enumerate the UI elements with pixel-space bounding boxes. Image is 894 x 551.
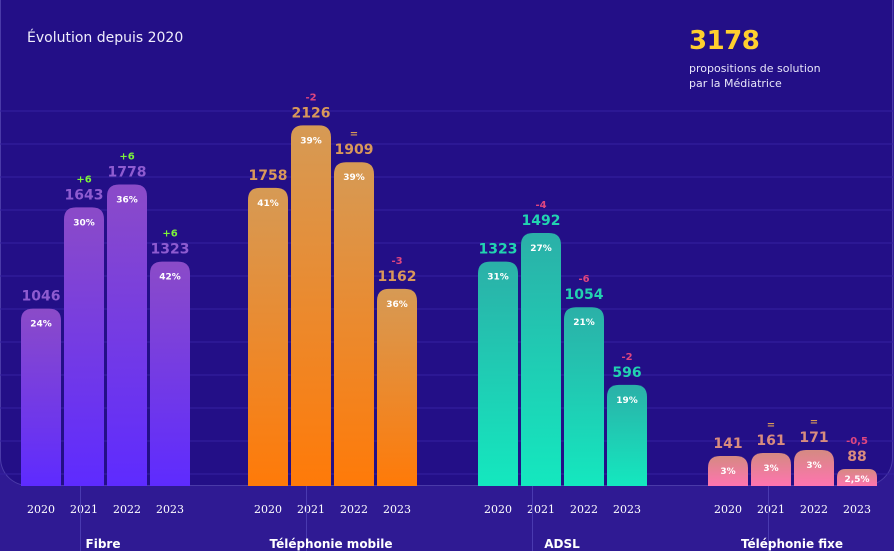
- change-label: =: [767, 420, 775, 431]
- bar: [21, 308, 61, 486]
- value-label: 2126: [292, 105, 331, 121]
- share-label: 30%: [73, 218, 95, 228]
- bar: [291, 125, 331, 487]
- share-label: 3%: [763, 464, 778, 474]
- value-label: 1758: [249, 168, 288, 184]
- year-tick-label: 2022: [340, 503, 368, 516]
- bar: [521, 232, 561, 486]
- value-label: 1162: [378, 269, 417, 285]
- kpi-value: 3178: [689, 26, 760, 56]
- bar: [107, 184, 147, 486]
- year-tick-label: 2020: [484, 503, 512, 516]
- bar: [607, 384, 647, 486]
- kpi-label: propositions de solution par la Médiatri…: [689, 61, 821, 91]
- bar: [708, 456, 748, 486]
- share-label: 2,5%: [845, 475, 870, 485]
- share-label: 36%: [386, 300, 408, 310]
- value-label: 1492: [522, 213, 561, 229]
- value-label: 88: [847, 449, 866, 465]
- year-tick-label: 2020: [254, 503, 282, 516]
- year-tick-label: 2020: [714, 503, 742, 516]
- divider: [306, 486, 307, 551]
- year-tick-label: 2023: [843, 503, 871, 516]
- value-label: 596: [612, 365, 641, 381]
- share-label: 39%: [300, 136, 322, 146]
- year-tick-label: 2023: [156, 503, 184, 516]
- bar: [150, 261, 190, 486]
- share-label: 41%: [257, 199, 279, 209]
- value-label: 1909: [335, 142, 374, 158]
- value-label: 161: [756, 433, 785, 449]
- year-tick-label: 2021: [297, 503, 325, 516]
- year-tick-label: 2022: [113, 503, 141, 516]
- share-label: 19%: [616, 396, 638, 406]
- divider: [532, 486, 533, 551]
- year-tick-label: 2022: [570, 503, 598, 516]
- value-label: 171: [799, 430, 828, 446]
- year-tick-label: 2023: [383, 503, 411, 516]
- change-label: -2: [621, 352, 632, 363]
- value-label: 1643: [65, 187, 104, 203]
- change-label: +6: [162, 229, 177, 240]
- bar: [478, 261, 518, 486]
- bar: [564, 307, 604, 486]
- share-label: 21%: [573, 318, 595, 328]
- change-label: -0,5: [846, 436, 868, 447]
- category-label-adsl: ADSL: [544, 537, 580, 551]
- change-label: -6: [578, 274, 589, 285]
- share-label: 27%: [530, 244, 552, 254]
- share-label: 31%: [487, 273, 509, 283]
- value-label: 1046: [22, 289, 61, 305]
- change-label: +6: [76, 174, 91, 185]
- divider: [80, 486, 81, 551]
- value-label: 141: [713, 436, 742, 452]
- share-label: 36%: [116, 195, 138, 205]
- share-label: 3%: [806, 461, 821, 471]
- year-tick-label: 2022: [800, 503, 828, 516]
- bar: [248, 187, 288, 486]
- bar: [377, 288, 417, 486]
- change-label: =: [810, 417, 818, 428]
- bar: [751, 453, 791, 486]
- share-label: 24%: [30, 320, 52, 330]
- year-tick-label: 2021: [70, 503, 98, 516]
- year-tick-label: 2021: [527, 503, 555, 516]
- change-label: +6: [119, 151, 134, 162]
- year-tick-label: 2020: [27, 503, 55, 516]
- change-label: -4: [535, 200, 546, 211]
- change-label: -3: [391, 256, 402, 267]
- chart-title: Évolution depuis 2020: [27, 30, 184, 46]
- change-label: =: [350, 129, 358, 140]
- share-label: 42%: [159, 273, 181, 283]
- value-label: 1323: [479, 242, 518, 258]
- bar: [64, 207, 104, 486]
- bar: [837, 469, 877, 486]
- value-label: 1778: [108, 164, 147, 180]
- value-label: 1054: [565, 287, 604, 303]
- divider: [768, 486, 769, 551]
- change-label: -2: [305, 92, 316, 103]
- kpi-label-line1: propositions de solution: [689, 62, 821, 75]
- bar: [794, 450, 834, 486]
- share-label: 39%: [343, 173, 365, 183]
- category-label-mobile: Téléphonie mobile: [269, 537, 393, 551]
- year-tick-label: 2023: [613, 503, 641, 516]
- category-label-fibre: Fibre: [85, 537, 121, 551]
- share-label: 3%: [720, 467, 735, 477]
- value-label: 1323: [151, 242, 190, 258]
- bar: [334, 162, 374, 487]
- category-label-fixe: Téléphonie fixe: [740, 537, 844, 551]
- kpi-label-line2: par la Médiatrice: [689, 77, 782, 90]
- year-tick-label: 2021: [757, 503, 785, 516]
